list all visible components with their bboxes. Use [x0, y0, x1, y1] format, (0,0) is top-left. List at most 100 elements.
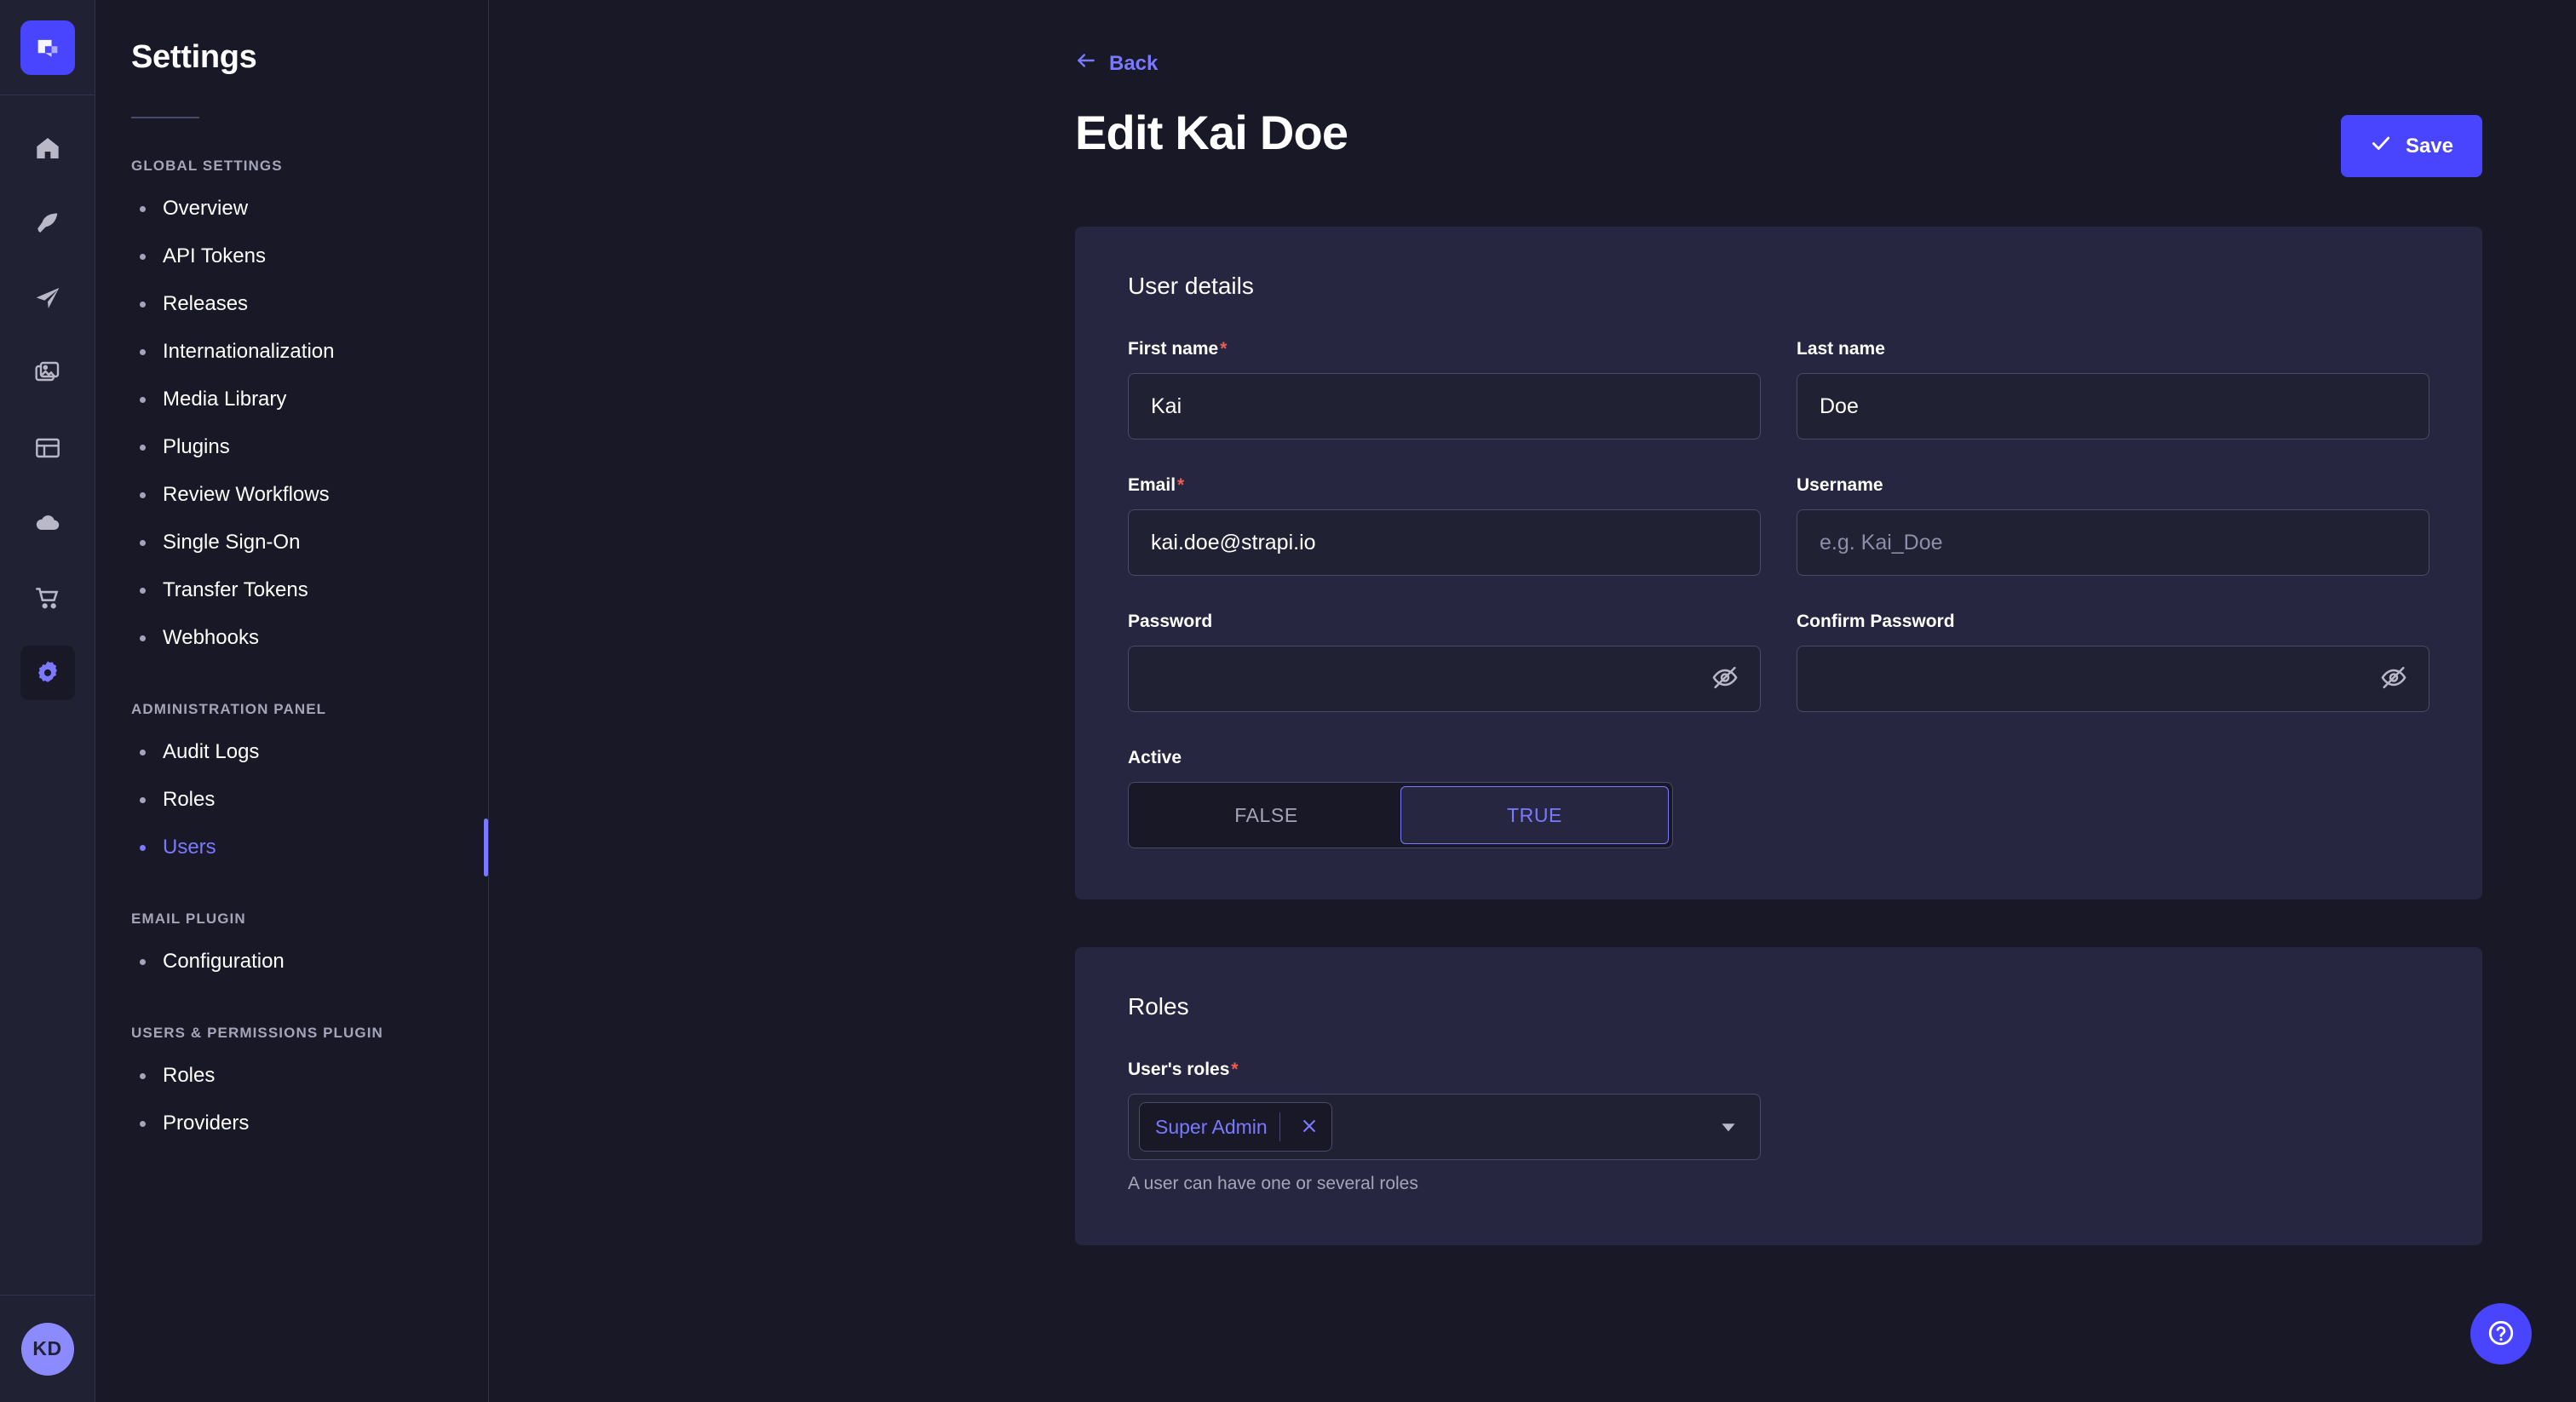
sidebar-item-label: Review Workflows — [163, 483, 330, 506]
strapi-logo-icon[interactable] — [20, 20, 75, 75]
confirm-password-input[interactable] — [1797, 646, 2429, 712]
bullet-icon — [140, 253, 146, 260]
content-type-builder-layout-icon[interactable] — [20, 421, 75, 475]
title-row: Edit Kai Doe Save — [1075, 105, 2482, 177]
sidebar-item-overview[interactable]: Overview — [95, 185, 488, 233]
password-input[interactable] — [1128, 646, 1761, 712]
content-manager-feather-icon[interactable] — [20, 196, 75, 250]
sidebar-item-users[interactable]: Users — [95, 824, 488, 871]
bullet-icon — [140, 587, 146, 594]
sidebar-item-audit-logs[interactable]: Audit Logs — [95, 728, 488, 776]
sidebar-item-label: Overview — [163, 197, 249, 220]
settings-gear-icon[interactable] — [20, 646, 75, 700]
sidebar-item-roles[interactable]: Roles — [95, 1052, 488, 1100]
sidebar-item-label: Configuration — [163, 950, 285, 973]
password-visibility-toggle[interactable] — [1711, 664, 1739, 694]
last-name-input[interactable] — [1797, 373, 2429, 440]
question-mark-circle-icon — [2487, 1319, 2516, 1350]
back-link[interactable]: Back — [1075, 49, 1158, 78]
sidebar-group-list: Audit Logs Roles Users — [95, 728, 488, 871]
arrow-left-icon — [1075, 49, 1097, 78]
page-title: Edit Kai Doe — [1075, 106, 1348, 159]
sidebar-item-transfer-tokens[interactable]: Transfer Tokens — [95, 566, 488, 614]
form-content: User details First name* Last name — [489, 227, 2576, 1245]
sidebar-item-media-library[interactable]: Media Library — [95, 376, 488, 423]
active-toggle: FALSE TRUE — [1128, 782, 1673, 848]
paper-plane-icon[interactable] — [20, 271, 75, 325]
save-label: Save — [2405, 134, 2453, 158]
bullet-icon — [140, 205, 146, 212]
active-toggle-false[interactable]: FALSE — [1132, 786, 1400, 844]
bullet-icon — [140, 749, 146, 756]
sidebar-group-label: GLOBAL SETTINGS — [131, 158, 283, 174]
user-details-title: User details — [1128, 273, 1254, 299]
rail-icon-list — [20, 95, 75, 1295]
sidebar-divider — [131, 117, 199, 118]
save-button[interactable]: Save — [2340, 115, 2482, 177]
bullet-icon — [140, 301, 146, 307]
sidebar-item-internationalization[interactable]: Internationalization — [95, 328, 488, 376]
chevron-down-icon[interactable] — [1717, 1116, 1739, 1138]
remove-role-button[interactable] — [1292, 1110, 1326, 1144]
email-label: Email* — [1128, 475, 1761, 496]
sidebar-item-label: Roles — [163, 788, 216, 811]
sidebar-item-label: Audit Logs — [163, 740, 260, 763]
active-item-indicator — [484, 819, 488, 876]
sidebar-item-providers[interactable]: Providers — [95, 1100, 488, 1147]
active-toggle-true[interactable]: TRUE — [1400, 786, 1669, 844]
first-name-label: First name* — [1128, 339, 1761, 359]
user-roles-combobox[interactable]: Super Admin — [1128, 1094, 1761, 1160]
email-input[interactable] — [1128, 509, 1761, 576]
username-label: Username — [1797, 475, 1883, 495]
confirm-password-input-wrap — [1797, 646, 2429, 712]
user-roles-hint: A user can have one or several roles — [1128, 1174, 1418, 1193]
sidebar-nav-groups: GLOBAL SETTINGS Overview API Tokens Release… — [95, 158, 488, 1147]
sidebar-item-label: Webhooks — [163, 626, 259, 649]
avatar[interactable]: KD — [20, 1322, 74, 1376]
password-label: Password — [1128, 612, 1213, 631]
settings-sidebar: Settings GLOBAL SETTINGS Overview API Toke… — [95, 0, 489, 1402]
sidebar-item-label: Users — [163, 836, 216, 859]
sidebar-item-api-tokens[interactable]: API Tokens — [95, 233, 488, 280]
sidebar-item-label: Providers — [163, 1112, 250, 1135]
first-name-input[interactable] — [1128, 373, 1761, 440]
tag-separator — [1279, 1112, 1280, 1141]
roles-title: Roles — [1128, 993, 1189, 1020]
eye-off-icon — [2380, 664, 2407, 694]
sidebar-item-label: Internationalization — [163, 340, 335, 363]
check-icon — [2370, 132, 2392, 160]
bullet-icon — [140, 396, 146, 403]
sidebar-item-review-workflows[interactable]: Review Workflows — [95, 471, 488, 519]
sidebar-item-label: Transfer Tokens — [163, 578, 308, 601]
sidebar-item-plugins[interactable]: Plugins — [95, 423, 488, 471]
email-field: Email* — [1128, 475, 1761, 576]
role-tag: Super Admin — [1139, 1102, 1332, 1152]
bullet-icon — [140, 348, 146, 355]
marketplace-cart-icon[interactable] — [20, 571, 75, 625]
role-tag-label: Super Admin — [1155, 1115, 1268, 1138]
close-x-icon — [1301, 1118, 1318, 1137]
password-input-wrap — [1128, 646, 1761, 712]
active-field: Active FALSE TRUE — [1128, 748, 1761, 848]
bullet-icon — [140, 844, 146, 851]
cloud-icon[interactable] — [20, 496, 75, 550]
sidebar-group-label: EMAIL PLUGIN — [131, 911, 246, 927]
bullet-icon — [140, 635, 146, 641]
sidebar-item-single-sign-on[interactable]: Single Sign-On — [95, 519, 488, 566]
user-details-grid: First name* Last name Email* — [1128, 339, 2429, 848]
eye-off-icon — [1711, 664, 1739, 694]
username-field: Username — [1797, 475, 2429, 576]
media-library-image-icon[interactable] — [20, 346, 75, 400]
password-field: Password — [1128, 612, 1761, 712]
bullet-icon — [140, 796, 146, 803]
confirm-password-visibility-toggle[interactable] — [2380, 664, 2407, 694]
sidebar-item-roles[interactable]: Roles — [95, 776, 488, 824]
home-icon[interactable] — [20, 121, 75, 175]
sidebar-item-releases[interactable]: Releases — [95, 280, 488, 328]
sidebar-item-webhooks[interactable]: Webhooks — [95, 614, 488, 662]
username-input[interactable] — [1797, 509, 2429, 576]
sidebar-group-list: Roles Providers — [95, 1052, 488, 1147]
help-button[interactable] — [2470, 1303, 2532, 1365]
sidebar-item-configuration[interactable]: Configuration — [95, 938, 488, 985]
